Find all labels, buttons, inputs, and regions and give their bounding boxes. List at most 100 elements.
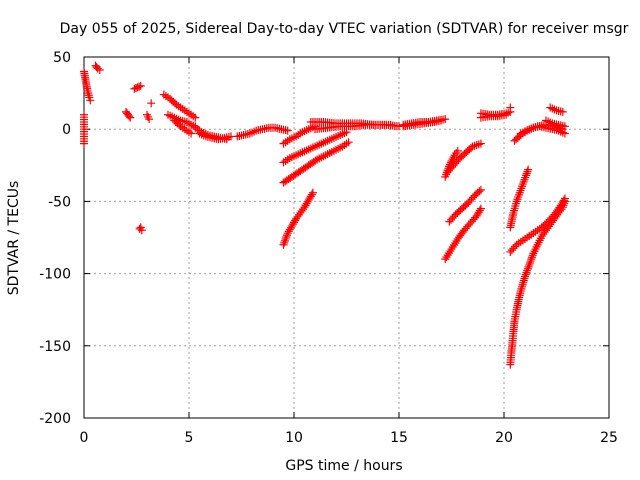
data-point [191,113,200,122]
series-s26 [441,204,485,264]
data-point-fill [521,270,530,279]
data-point-fill [525,259,534,268]
series-s11 [170,116,196,138]
data-point [145,115,154,124]
y-tick-label: 50 [53,50,71,66]
data-point-fill [475,187,484,196]
data-point-fill [307,190,316,199]
series-s1 [80,67,95,105]
y-tick-label: -200 [39,411,71,427]
series-s29 [506,103,515,112]
y-tick-label: -50 [48,194,71,210]
data-point [147,99,156,108]
series-s2 [80,110,88,148]
series-s14 [233,123,292,141]
y-tick-label: 0 [62,122,71,138]
data-point-fill [446,247,455,256]
data-point-fill [470,141,479,150]
series-s17 [279,138,353,187]
series-s4 [122,107,135,122]
data-point [344,138,353,147]
data-point [502,110,511,119]
data-point-fill [444,249,453,258]
data-point [476,204,485,213]
series-s5 [130,81,145,93]
y-axis-label: SDTVAR / TECUs [6,181,22,296]
x-tick-label: 20 [495,430,513,446]
series-s35 [546,103,567,116]
data-point-fill [524,262,533,271]
data-point-fill [442,253,451,262]
series-s24 [443,139,485,177]
series-s9 [159,90,200,122]
data-point-fill [523,167,532,176]
data-point-fill [474,208,483,217]
data-point [522,171,531,180]
data-point-fill [449,153,458,162]
data-point-fill [450,241,459,250]
data-point-fill [550,105,559,114]
data-point [283,126,292,135]
data-point [558,107,567,116]
data-point [521,272,529,281]
data-point-fill [448,243,457,252]
data-point-fill [281,234,290,243]
data-point-fill [475,206,484,215]
data-point-fill [443,251,452,260]
data-point-fill [282,233,291,242]
data-point [126,113,135,122]
data-point [437,116,445,125]
series-s20 [311,120,395,134]
x-tick-label: 0 [80,430,89,446]
data-point [441,255,450,264]
x-axis-label: GPS time / hours [285,458,402,474]
data-point-fill [519,276,528,285]
series-s16 [279,128,351,167]
data-point [222,135,231,144]
data-point-fill [280,238,289,247]
data-point [453,146,462,155]
y-tick-label: -150 [39,339,71,355]
data-point [279,240,288,249]
data-point [135,224,144,233]
data-point [506,103,515,112]
y-tick-label: -100 [39,267,71,283]
data-point [386,120,395,129]
data-point-fill [280,236,289,245]
data-point [86,96,95,105]
series-s22 [399,116,445,131]
data-points [80,61,569,369]
data-point [308,188,317,197]
series-s7 [147,99,156,108]
x-tick-label: 5 [185,430,194,446]
data-point [95,65,104,74]
data-point-fill [559,201,568,210]
data-point-fill [189,121,198,130]
series-s25 [445,185,485,226]
data-point [476,185,485,194]
x-tick-label: 25 [600,430,618,446]
data-point [560,129,569,138]
data-point-fill [144,112,153,121]
data-point [560,197,569,206]
series-s15 [279,122,319,148]
series-s36 [542,116,569,131]
data-point [143,110,151,119]
plot-frame [83,56,610,419]
data-point [447,245,456,254]
data-point-fill [125,112,134,121]
series-s13 [191,123,231,144]
data-point-fill [523,266,532,275]
series-s28 [476,110,511,122]
data-point-fill [528,253,536,262]
x-tick-label: 15 [390,430,408,446]
series-s3 [91,61,104,74]
data-point [558,203,567,212]
data-point-fill [474,140,483,149]
series-s8 [135,223,146,235]
data-point-fill [522,268,531,277]
data-point [525,260,534,269]
data-point [524,165,533,174]
axis-ticks: 0 5 10 15 20 25 50 0 -50 -100 -150 -200 [39,50,618,446]
